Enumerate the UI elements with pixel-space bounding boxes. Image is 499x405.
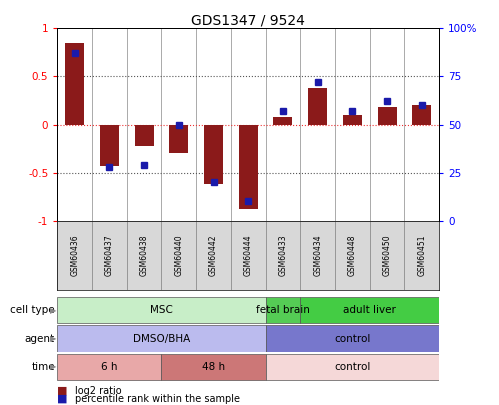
Bar (335, 221, 370, 290)
Bar (231, 221, 265, 290)
Text: GSM60440: GSM60440 (174, 234, 183, 276)
Text: GSM60436: GSM60436 (70, 234, 79, 276)
Text: MSC: MSC (150, 305, 173, 315)
Text: control: control (334, 362, 371, 372)
Bar (169, 124, 189, 153)
Text: percentile rank within the sample: percentile rank within the sample (75, 394, 240, 404)
Text: GSM60448: GSM60448 (348, 234, 357, 276)
Text: GSM60433: GSM60433 (278, 234, 287, 276)
Text: GSM60438: GSM60438 (140, 234, 149, 276)
Text: time: time (31, 362, 55, 372)
Bar (204, 124, 223, 184)
Bar (300, 297, 439, 324)
Bar (162, 354, 265, 380)
Bar (239, 124, 258, 209)
Bar (300, 221, 335, 290)
Text: GSM60442: GSM60442 (209, 234, 218, 276)
Text: ▶: ▶ (50, 306, 57, 315)
Bar (196, 221, 231, 290)
Bar (92, 221, 127, 290)
Bar (412, 105, 431, 124)
Bar (57, 354, 162, 380)
Text: ■: ■ (57, 386, 68, 396)
Bar (57, 325, 265, 352)
Bar (370, 221, 404, 290)
Bar (404, 221, 439, 290)
Text: GSM60434: GSM60434 (313, 234, 322, 276)
Text: ▶: ▶ (50, 362, 57, 371)
Bar (378, 107, 397, 124)
Title: GDS1347 / 9524: GDS1347 / 9524 (191, 13, 305, 27)
Text: agent: agent (25, 334, 55, 343)
Bar (57, 297, 265, 324)
Text: ■: ■ (57, 394, 68, 404)
Bar (65, 43, 84, 124)
Bar (265, 325, 439, 352)
Bar (273, 117, 292, 124)
Text: GSM60450: GSM60450 (383, 234, 392, 276)
Text: GSM60444: GSM60444 (244, 234, 253, 276)
Text: 48 h: 48 h (202, 362, 225, 372)
Bar (265, 297, 300, 324)
Text: GSM60437: GSM60437 (105, 234, 114, 276)
Text: adult liver: adult liver (343, 305, 396, 315)
Bar (343, 115, 362, 124)
Bar (127, 221, 162, 290)
Text: ▶: ▶ (50, 334, 57, 343)
Bar (265, 221, 300, 290)
Text: GSM60451: GSM60451 (417, 234, 426, 276)
Text: log2 ratio: log2 ratio (75, 386, 121, 396)
Text: cell type: cell type (10, 305, 55, 315)
Bar (57, 221, 92, 290)
Text: 6 h: 6 h (101, 362, 118, 372)
Bar (135, 124, 154, 146)
Bar (162, 221, 196, 290)
Bar (265, 354, 439, 380)
Text: DMSO/BHA: DMSO/BHA (133, 334, 190, 343)
Text: fetal brain: fetal brain (256, 305, 310, 315)
Bar (308, 88, 327, 124)
Bar (100, 124, 119, 166)
Text: control: control (334, 334, 371, 343)
